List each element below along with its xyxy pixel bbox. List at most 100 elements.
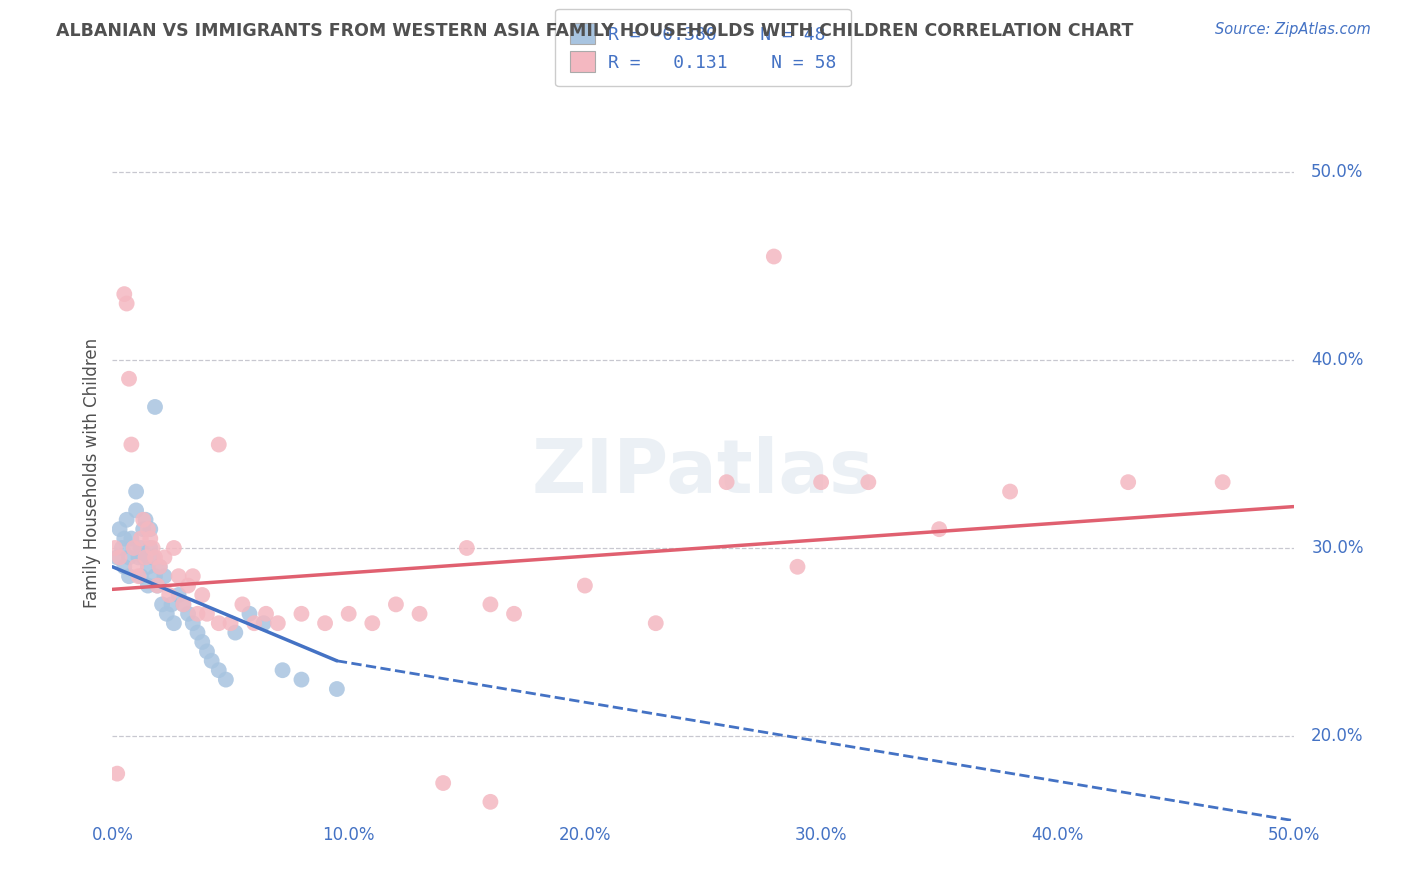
Point: [267, 616, 290, 631]
Point: [195, 607, 218, 621]
Point: [786, 559, 808, 574]
Y-axis label: Family Households with Children: Family Households with Children: [83, 338, 101, 607]
Text: 20.0%: 20.0%: [1312, 727, 1364, 745]
Point: [1116, 475, 1139, 490]
Point: [1212, 475, 1234, 490]
Point: [118, 569, 141, 583]
Point: [254, 607, 277, 621]
Point: [810, 475, 832, 490]
Point: [150, 598, 173, 612]
Point: [290, 673, 312, 687]
Point: [181, 616, 204, 631]
Point: [132, 550, 155, 565]
Point: [143, 400, 166, 414]
Point: [408, 607, 430, 621]
Point: [186, 607, 208, 621]
Point: [112, 287, 135, 301]
Point: [208, 616, 231, 631]
Point: [186, 625, 208, 640]
Point: [231, 598, 253, 612]
Point: [104, 541, 127, 555]
Point: [112, 559, 135, 574]
Point: [191, 588, 214, 602]
Point: [456, 541, 478, 555]
Text: ZIPatlas: ZIPatlas: [531, 436, 875, 509]
Text: 50.0%: 50.0%: [1312, 163, 1364, 181]
Point: [215, 673, 238, 687]
Point: [479, 598, 502, 612]
Text: 40.0%: 40.0%: [1312, 351, 1364, 369]
Point: [253, 616, 276, 631]
Point: [115, 513, 138, 527]
Point: [271, 663, 294, 677]
Point: [172, 598, 194, 612]
Point: [326, 681, 349, 696]
Point: [125, 503, 148, 517]
Point: [125, 559, 148, 574]
Point: [181, 569, 204, 583]
Point: [337, 607, 360, 621]
Point: [143, 569, 166, 583]
Point: [132, 513, 155, 527]
Point: [157, 588, 180, 602]
Point: [432, 776, 454, 790]
Point: [139, 541, 162, 555]
Point: [153, 569, 176, 583]
Point: [167, 588, 190, 602]
Point: [191, 635, 214, 649]
Point: [858, 475, 880, 490]
Point: [136, 522, 159, 536]
Point: [160, 598, 183, 612]
Point: [146, 578, 169, 592]
Point: [574, 578, 596, 592]
Point: [163, 616, 186, 631]
Point: [208, 437, 231, 451]
Point: [129, 569, 152, 583]
Point: [118, 550, 141, 565]
Point: [219, 616, 242, 631]
Point: [928, 522, 950, 536]
Point: [177, 607, 200, 621]
Point: [156, 607, 179, 621]
Point: [238, 607, 260, 621]
Point: [122, 541, 145, 555]
Point: [224, 625, 246, 640]
Point: [108, 550, 131, 565]
Point: [129, 541, 152, 555]
Point: [105, 766, 128, 780]
Point: [122, 541, 145, 555]
Point: [243, 616, 266, 631]
Point: [167, 569, 190, 583]
Point: [125, 484, 148, 499]
Point: [503, 607, 526, 621]
Point: [108, 522, 131, 536]
Point: [139, 532, 162, 546]
Point: [479, 795, 502, 809]
Point: [118, 372, 141, 386]
Point: [120, 437, 142, 451]
Point: [385, 598, 408, 612]
Text: ALBANIAN VS IMMIGRANTS FROM WESTERN ASIA FAMILY HOUSEHOLDS WITH CHILDREN CORRELA: ALBANIAN VS IMMIGRANTS FROM WESTERN ASIA…: [56, 22, 1133, 40]
Point: [762, 250, 785, 264]
Point: [149, 559, 172, 574]
Point: [172, 598, 194, 612]
Point: [163, 541, 186, 555]
Point: [120, 532, 142, 546]
Point: [998, 484, 1021, 499]
Text: 30.0%: 30.0%: [1312, 539, 1364, 557]
Point: [153, 550, 176, 565]
Point: [111, 541, 134, 555]
Point: [146, 578, 169, 592]
Point: [314, 616, 336, 631]
Point: [136, 559, 159, 574]
Point: [136, 578, 159, 592]
Point: [201, 654, 224, 668]
Point: [132, 522, 155, 536]
Point: [115, 296, 138, 310]
Point: [644, 616, 666, 631]
Point: [142, 541, 165, 555]
Text: Source: ZipAtlas.com: Source: ZipAtlas.com: [1215, 22, 1371, 37]
Point: [143, 550, 166, 565]
Point: [142, 550, 165, 565]
Point: [208, 663, 231, 677]
